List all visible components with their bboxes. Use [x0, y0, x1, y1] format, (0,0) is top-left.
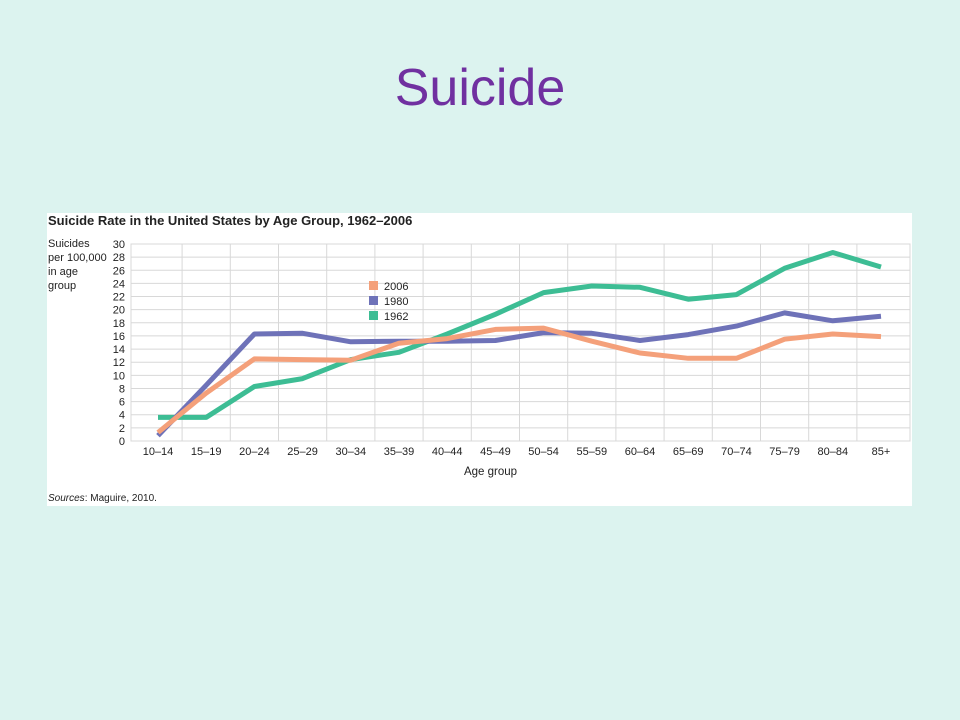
legend-swatch-1962 [369, 311, 378, 320]
source-text: : Maguire, 2010. [84, 493, 157, 504]
series-line-1980 [156, 310, 882, 438]
y-axis-label: Suicides per 100,000 in age group [48, 238, 107, 292]
x-tick-label: 75–79 [769, 446, 800, 458]
y-tick-label: 24 [113, 278, 125, 290]
legend-label-1980: 1980 [384, 296, 408, 308]
slide-title: Suicide [394, 59, 566, 117]
y-tick-label: 20 [113, 305, 125, 317]
x-tick-label: 50–54 [528, 446, 559, 458]
chart-title: Suicide Rate in the United States by Age… [48, 213, 413, 228]
y-tick-label: 18 [113, 318, 125, 330]
y-tick-label: 4 [119, 410, 125, 422]
y-tick-label: 2 [119, 423, 125, 435]
series-line-1962 [158, 250, 882, 420]
x-tick-label: 80–84 [818, 446, 849, 458]
x-tick-label: 85+ [872, 446, 891, 458]
x-tick-label: 40–44 [432, 446, 463, 458]
legend-label-2006: 2006 [384, 281, 408, 293]
y-tick-label: 14 [113, 344, 125, 356]
x-tick-label: 70–74 [721, 446, 752, 458]
y-tick-label: 16 [113, 331, 125, 343]
source-label: Sources [48, 493, 85, 504]
y-tick-label: 28 [113, 252, 125, 264]
y-tick-label: 26 [113, 265, 125, 277]
y-tick-label: 30 [113, 239, 125, 251]
x-axis-label: Age group [464, 466, 517, 478]
x-tick-label: 20–24 [239, 446, 270, 458]
x-tick-label: 25–29 [287, 446, 318, 458]
x-tick-label: 45–49 [480, 446, 511, 458]
source-note: Sources: Maguire, 2010. [48, 493, 157, 504]
chart-figure: Suicide Rate in the United States by Age… [47, 213, 912, 506]
y-tick-label: 6 [119, 397, 125, 409]
legend-label-1962: 1962 [384, 311, 408, 323]
y-tick-label: 22 [113, 292, 125, 304]
x-tick-label: 15–19 [191, 446, 222, 458]
legend-swatch-2006 [369, 281, 378, 290]
legend-swatch-1980 [369, 296, 378, 305]
series-line-2006 [156, 325, 882, 435]
x-tick-label: 65–69 [673, 446, 704, 458]
x-tick-label: 55–59 [577, 446, 608, 458]
y-tick-label: 0 [119, 436, 125, 448]
y-tick-label: 10 [113, 370, 125, 382]
x-tick-label: 30–34 [336, 446, 367, 458]
x-tick-label: 60–64 [625, 446, 656, 458]
x-tick-label: 10–14 [143, 446, 174, 458]
y-tick-label: 8 [119, 383, 125, 395]
y-tick-label: 12 [113, 357, 125, 369]
x-tick-label: 35–39 [384, 446, 415, 458]
